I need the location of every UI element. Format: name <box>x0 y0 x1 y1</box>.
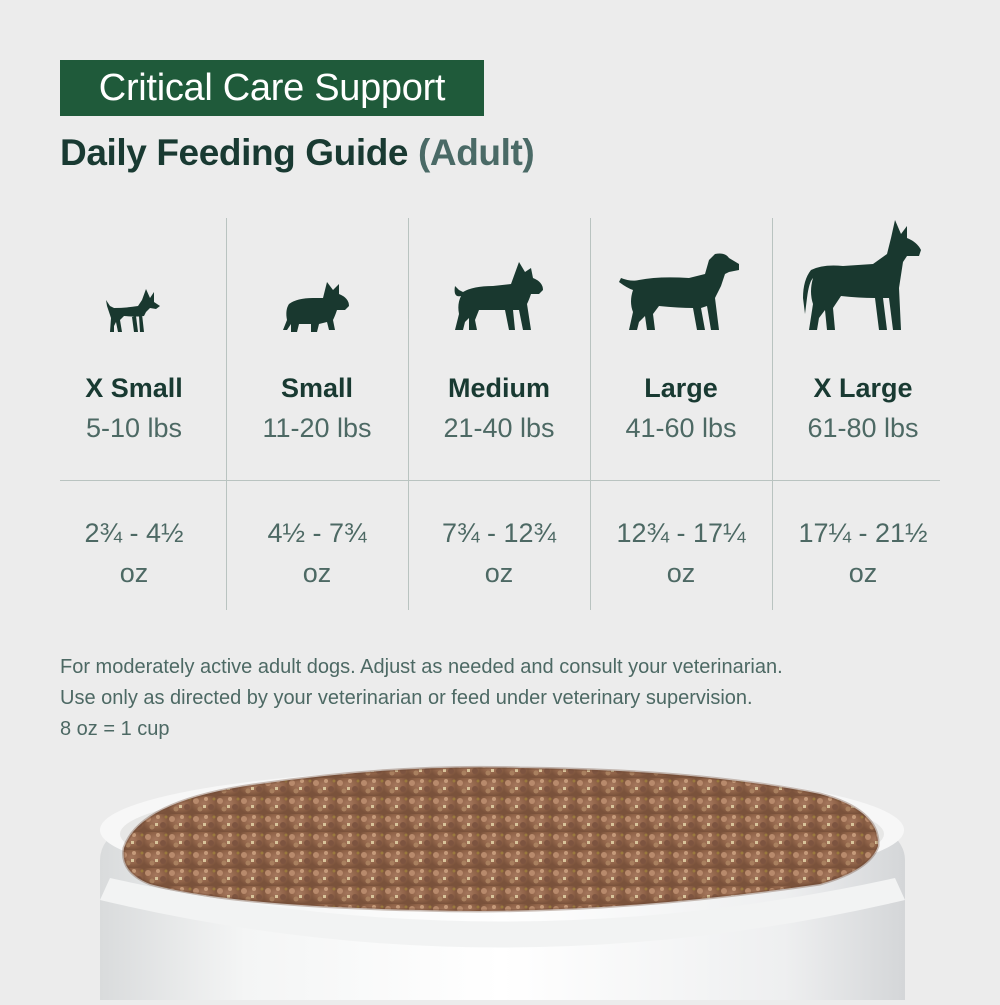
size-amount: 7¾ - 12¾ oz <box>441 518 557 588</box>
size-name: Medium <box>447 373 550 403</box>
size-weight: 11-20 lbs <box>262 413 372 443</box>
column-divider <box>590 218 591 610</box>
feeding-table: X Small 5-10 lbs 2¾ - 4½ oz Small 11-20 l… <box>60 218 940 610</box>
size-amount: 17¼ - 21½ oz <box>798 518 928 588</box>
size-column-xlarge: X Large 61-80 lbs 17¼ - 21½ oz <box>772 218 954 610</box>
size-name: X Large <box>813 373 913 403</box>
product-badge: Critical Care Support <box>60 60 484 116</box>
size-weight: 61-80 lbs <box>807 413 919 443</box>
row-divider <box>60 480 940 481</box>
chihuahua-icon <box>43 286 225 341</box>
size-name: Small <box>280 373 354 403</box>
note-line: 8 oz = 1 cup <box>60 718 170 740</box>
note-line: Use only as directed by your veterinaria… <box>60 687 753 709</box>
size-weight: 41-60 lbs <box>625 413 737 443</box>
bowl-illustration <box>100 765 905 1000</box>
food-bowl-image <box>0 760 1000 1000</box>
size-weight: 5-10 lbs <box>85 413 183 443</box>
size-column-xsmall: X Small 5-10 lbs 2¾ - 4½ oz <box>43 218 225 610</box>
page-title: Daily Feeding Guide (Adult) <box>60 132 535 174</box>
great-dane-icon <box>772 218 954 339</box>
column-divider <box>772 218 773 610</box>
note-line: For moderately active adult dogs. Adjust… <box>60 656 783 678</box>
size-amount: 4½ - 7¾ oz <box>267 518 367 588</box>
feeding-notes: For moderately active adult dogs. Adjust… <box>60 652 940 745</box>
column-divider <box>226 218 227 610</box>
title-main: Daily Feeding Guide <box>60 132 409 173</box>
size-weight: 21-40 lbs <box>443 413 555 443</box>
size-amount: 2¾ - 4½ oz <box>84 518 184 588</box>
size-name: X Small <box>85 373 183 403</box>
french-bulldog-icon <box>226 280 408 339</box>
size-amount: 12¾ - 17¼ oz <box>616 518 746 588</box>
size-name: Large <box>644 373 718 403</box>
pitbull-icon <box>408 260 590 339</box>
size-column-medium: Medium 21-40 lbs 7¾ - 12¾ oz <box>408 218 590 610</box>
title-subtitle: (Adult) <box>417 132 535 173</box>
column-divider <box>408 218 409 610</box>
labrador-icon <box>590 250 772 339</box>
size-column-small: Small 11-20 lbs 4½ - 7¾ oz <box>226 218 408 610</box>
size-column-large: Large 41-60 lbs 12¾ - 17¼ oz <box>590 218 772 610</box>
